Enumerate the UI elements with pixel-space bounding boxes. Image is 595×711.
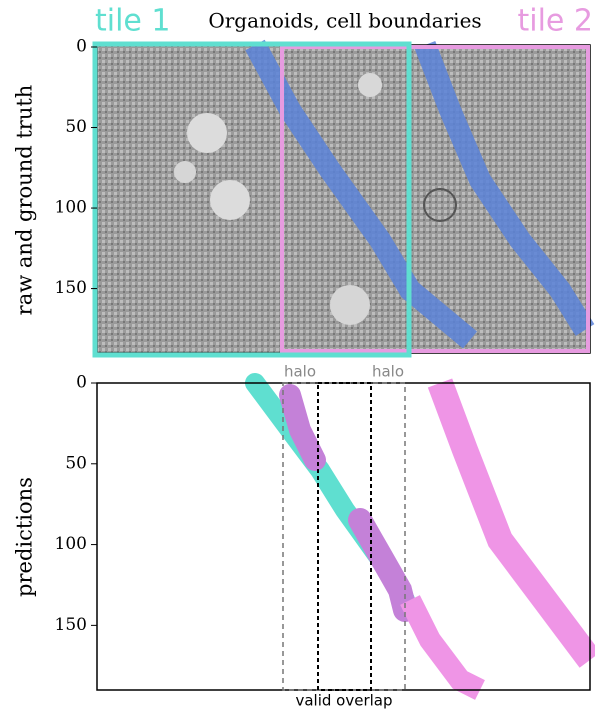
- y-tick-label: 100: [55, 198, 87, 218]
- chart-title: Organoids, cell boundaries: [208, 9, 481, 33]
- raw-image: [97, 39, 595, 353]
- y-tick-label: 100: [55, 534, 87, 554]
- halo-label: halo: [372, 363, 404, 381]
- y-tick-label: 50: [65, 117, 87, 137]
- overlap-label: valid overlap: [295, 692, 392, 710]
- y-tick-label: 0: [76, 37, 87, 57]
- halo-label: halo: [284, 363, 316, 381]
- tile-2-box: [280, 45, 590, 353]
- y-tick-label: 150: [55, 278, 87, 298]
- axes-frame: [96, 382, 591, 691]
- tile-label: tile 2: [517, 4, 593, 39]
- y-axis-label: raw and ground truth: [13, 85, 37, 316]
- y-tick-label: 0: [76, 373, 87, 393]
- prediction-image: [245, 373, 595, 700]
- y-tick-label: 50: [65, 453, 87, 473]
- tile-label: tile 1: [95, 4, 171, 39]
- y-tick-label: 150: [55, 615, 87, 635]
- y-axis-label: predictions: [13, 477, 37, 597]
- valid-overlap-box: [317, 382, 372, 691]
- tile-1-box: [92, 41, 412, 358]
